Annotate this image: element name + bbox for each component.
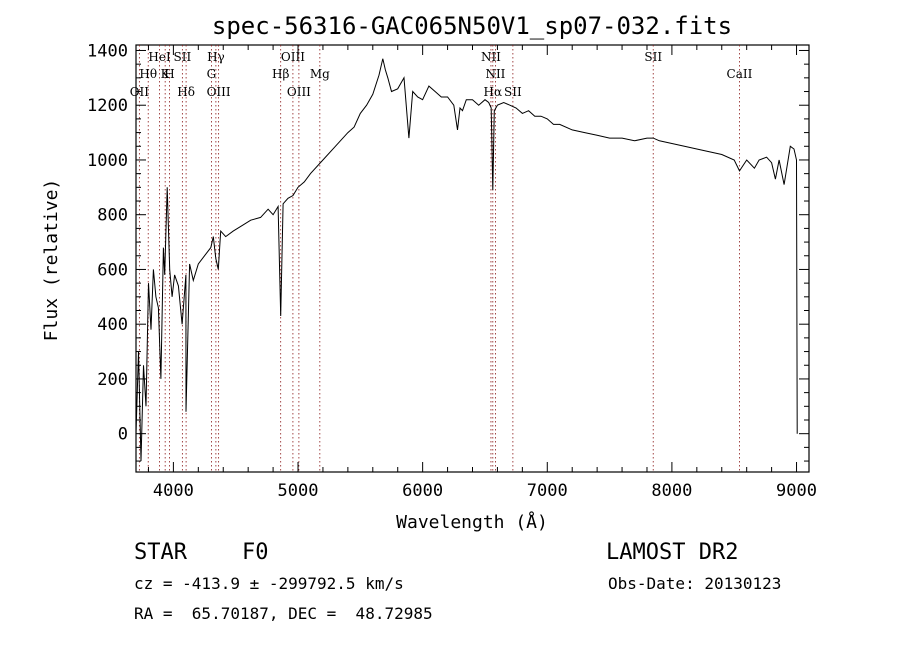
y-axis-label: Flux (relative) [41,179,62,342]
y-tick-label: 1000 [87,151,128,171]
object-class: STAR [134,540,187,565]
line-marker-label: OIII [281,50,305,64]
line-marker-label: Hδ [177,85,195,99]
x-tick-label: 5000 [278,481,319,501]
line-marker-label: Hγ [207,50,225,64]
line-marker-label: NII [481,50,501,64]
y-tick-label: 1400 [87,41,128,61]
plot-frame [135,44,810,473]
observation-date: Obs-Date: 20130123 [608,574,782,593]
line-marker-label: Hβ [272,67,289,81]
line-marker-label: HeI [148,50,171,64]
object-subclass: F0 [242,540,269,565]
line-marker-label: Mg [310,67,330,81]
x-tick-label: 7000 [527,481,568,501]
y-tick-label: 200 [97,370,128,390]
line-marker-label: G [207,67,217,81]
x-axis-label: Wavelength (Å) [396,511,548,533]
line-marker-label: SII [504,85,522,99]
chart-title: spec-56316-GAC065N50V1_sp07-032.fits [212,12,732,40]
y-tick-label: 400 [97,315,128,335]
y-tick-label: 600 [97,260,128,280]
x-tick-label: 4000 [153,481,194,501]
line-marker-label: SII [644,50,662,64]
line-marker-label: K [161,67,171,81]
line-marker-label: NII [485,67,505,81]
line-marker-label: Hα [484,85,503,99]
axis-ticks: 4000 5000 6000 7000 8000 9000 0 200 400 600 800 100… [87,41,817,501]
survey-name: LAMOST DR2 [606,540,739,565]
x-tick-label: 8000 [651,481,692,501]
line-markers: OIIHθHeIKHSIIHδHγGOIIIHβOIIIOIIIMgNIINII… [130,45,753,472]
line-marker-label: Hθ [139,67,157,81]
line-marker-label: SII [174,50,192,64]
coordinates-text: RA = 65.70187, DEC = 48.72985 [134,604,433,623]
line-marker-label: OIII [287,85,311,99]
spectrum-series-line [135,58,798,462]
line-marker-label: H [164,67,174,81]
line-marker-label: CaII [727,67,753,81]
x-tick-label: 9000 [776,481,817,501]
y-tick-label: 0 [118,425,128,445]
line-marker-label: OIII [207,85,231,99]
y-tick-label: 1200 [87,96,128,116]
x-tick-label: 6000 [402,481,443,501]
redshift-text: cz = -413.9 ± -299792.5 km/s [134,574,404,593]
y-tick-label: 800 [97,206,128,226]
